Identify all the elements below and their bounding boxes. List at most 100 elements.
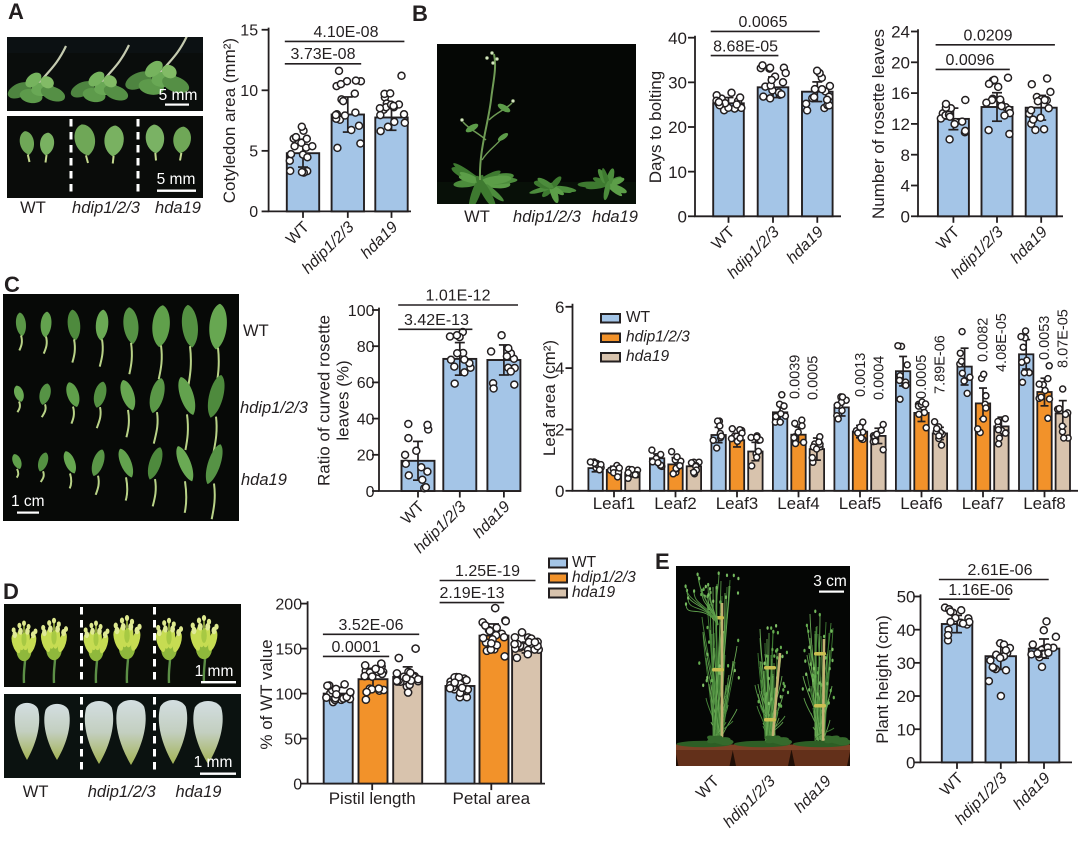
svg-text:leaves (%): leaves (%) bbox=[334, 360, 353, 440]
svg-text:WT: WT bbox=[23, 783, 49, 801]
svg-text:hda19: hda19 bbox=[155, 199, 201, 217]
svg-text:1 mm: 1 mm bbox=[194, 754, 233, 771]
svg-text:Leaf2: Leaf2 bbox=[654, 494, 697, 513]
svg-text:8.07E-05: 8.07E-05 bbox=[1055, 309, 1071, 368]
svg-text:0.0005: 0.0005 bbox=[914, 355, 930, 399]
svg-text:50: 50 bbox=[284, 731, 302, 748]
svg-text:4.08E-05: 4.08E-05 bbox=[994, 313, 1010, 372]
svg-text:Leaf8: Leaf8 bbox=[1023, 494, 1066, 513]
svg-text:20: 20 bbox=[891, 53, 910, 72]
svg-text:7.89E-06: 7.89E-06 bbox=[933, 335, 949, 394]
svg-text:2: 2 bbox=[555, 421, 564, 440]
svg-text:3 cm: 3 cm bbox=[813, 573, 847, 590]
svg-text:20: 20 bbox=[668, 118, 687, 137]
svg-text:WT: WT bbox=[626, 309, 651, 326]
svg-text:hdip1/2/3: hdip1/2/3 bbox=[626, 329, 690, 346]
svg-text:WT: WT bbox=[20, 199, 46, 217]
svg-text:15: 15 bbox=[240, 23, 258, 40]
svg-text:8.68E-05: 8.68E-05 bbox=[713, 39, 778, 56]
svg-text:100: 100 bbox=[348, 303, 375, 320]
svg-text:20: 20 bbox=[357, 448, 375, 465]
svg-text:30: 30 bbox=[668, 73, 687, 92]
svg-text:200: 200 bbox=[275, 596, 302, 613]
svg-text:Leaf4: Leaf4 bbox=[777, 494, 820, 513]
svg-text:Leaf3: Leaf3 bbox=[716, 494, 759, 513]
svg-text:0: 0 bbox=[249, 204, 258, 221]
svg-text:hdip1/2/3: hdip1/2/3 bbox=[240, 399, 309, 417]
svg-text:8: 8 bbox=[901, 146, 910, 165]
svg-text:0.0004: 0.0004 bbox=[871, 356, 887, 400]
svg-text:Leaf area (cm²): Leaf area (cm²) bbox=[540, 340, 559, 456]
svg-text:hdip1/2/3: hdip1/2/3 bbox=[88, 783, 157, 801]
svg-text:3.42E-13: 3.42E-13 bbox=[404, 312, 469, 329]
svg-text:40: 40 bbox=[668, 29, 687, 48]
svg-text:hdip1/2/3: hdip1/2/3 bbox=[572, 569, 636, 586]
svg-text:0: 0 bbox=[555, 482, 564, 501]
svg-text:12: 12 bbox=[891, 115, 910, 134]
svg-text:5 mm: 5 mm bbox=[157, 171, 196, 188]
svg-text:5: 5 bbox=[249, 144, 258, 161]
svg-text:1 mm: 1 mm bbox=[195, 663, 234, 680]
svg-text:Number of rosette leaves: Number of rosette leaves bbox=[869, 29, 888, 219]
svg-text:hda19: hda19 bbox=[592, 208, 638, 226]
svg-text:Leaf7: Leaf7 bbox=[962, 494, 1005, 513]
svg-text:Cotyledon area (mm²): Cotyledon area (mm²) bbox=[220, 38, 239, 203]
svg-text:1.25E-19: 1.25E-19 bbox=[455, 563, 520, 580]
svg-text:WT: WT bbox=[464, 208, 490, 226]
svg-text:150: 150 bbox=[275, 641, 302, 658]
svg-text:hda19: hda19 bbox=[572, 584, 615, 601]
svg-text:20: 20 bbox=[897, 687, 916, 706]
svg-text:E: E bbox=[655, 549, 670, 574]
svg-text:Leaf5: Leaf5 bbox=[839, 494, 882, 513]
svg-text:D: D bbox=[3, 579, 19, 604]
svg-text:0.0001: 0.0001 bbox=[332, 639, 381, 656]
svg-text:% of WT value: % of WT value bbox=[257, 639, 276, 749]
svg-text:2.61E-06: 2.61E-06 bbox=[968, 562, 1033, 579]
svg-text:4: 4 bbox=[901, 177, 910, 196]
svg-text:1.01E-12: 1.01E-12 bbox=[426, 288, 491, 305]
svg-text:3.52E-06: 3.52E-06 bbox=[339, 617, 404, 634]
svg-text:Petal area: Petal area bbox=[453, 789, 531, 808]
svg-text:10: 10 bbox=[668, 163, 687, 182]
svg-text:0.0053: 0.0053 bbox=[1037, 316, 1053, 360]
svg-text:6: 6 bbox=[555, 298, 564, 317]
svg-text:5 mm: 5 mm bbox=[159, 87, 198, 104]
svg-text:100: 100 bbox=[275, 686, 302, 703]
svg-text:4: 4 bbox=[555, 359, 564, 378]
svg-text:Plant height (cm): Plant height (cm) bbox=[873, 615, 892, 744]
svg-text:hdip1/2/3: hdip1/2/3 bbox=[513, 208, 582, 226]
svg-text:40: 40 bbox=[357, 411, 375, 428]
svg-text:1.16E-06: 1.16E-06 bbox=[948, 582, 1013, 599]
svg-text:WT: WT bbox=[572, 554, 597, 571]
svg-text:0: 0 bbox=[678, 207, 687, 226]
svg-text:1 cm: 1 cm bbox=[11, 493, 45, 510]
svg-text:80: 80 bbox=[357, 339, 375, 356]
svg-text:0: 0 bbox=[293, 776, 302, 793]
svg-text:hdip1/2/3: hdip1/2/3 bbox=[72, 199, 141, 217]
svg-text:50: 50 bbox=[897, 588, 916, 607]
svg-text:4.10E-08: 4.10E-08 bbox=[314, 24, 379, 41]
svg-text:0.0065: 0.0065 bbox=[739, 14, 788, 31]
svg-text:A: A bbox=[8, 0, 24, 24]
svg-text:10: 10 bbox=[240, 83, 258, 100]
svg-text:10: 10 bbox=[897, 720, 916, 739]
svg-text:C: C bbox=[4, 272, 20, 297]
svg-text:0: 0 bbox=[906, 754, 915, 773]
svg-text:Pistil length: Pistil length bbox=[329, 789, 416, 808]
svg-text:24: 24 bbox=[891, 23, 910, 42]
svg-text:0.0013: 0.0013 bbox=[853, 353, 869, 397]
svg-text:0.0082: 0.0082 bbox=[976, 318, 992, 362]
svg-text:WT: WT bbox=[243, 322, 269, 340]
svg-text:Ratio of curved rosette: Ratio of curved rosette bbox=[315, 315, 334, 486]
svg-text:0.0096: 0.0096 bbox=[946, 52, 995, 69]
svg-text:16: 16 bbox=[891, 84, 910, 103]
svg-text:60: 60 bbox=[357, 375, 375, 392]
svg-text:0.0005: 0.0005 bbox=[806, 356, 822, 400]
svg-text:2.19E-13: 2.19E-13 bbox=[440, 585, 505, 602]
svg-text:hda19: hda19 bbox=[241, 471, 287, 489]
svg-text:0.0039: 0.0039 bbox=[787, 355, 803, 399]
svg-text:Leaf1: Leaf1 bbox=[593, 494, 636, 513]
svg-text:40: 40 bbox=[897, 621, 916, 640]
svg-text:0: 0 bbox=[366, 484, 375, 501]
svg-text:3.73E-08: 3.73E-08 bbox=[291, 46, 356, 63]
